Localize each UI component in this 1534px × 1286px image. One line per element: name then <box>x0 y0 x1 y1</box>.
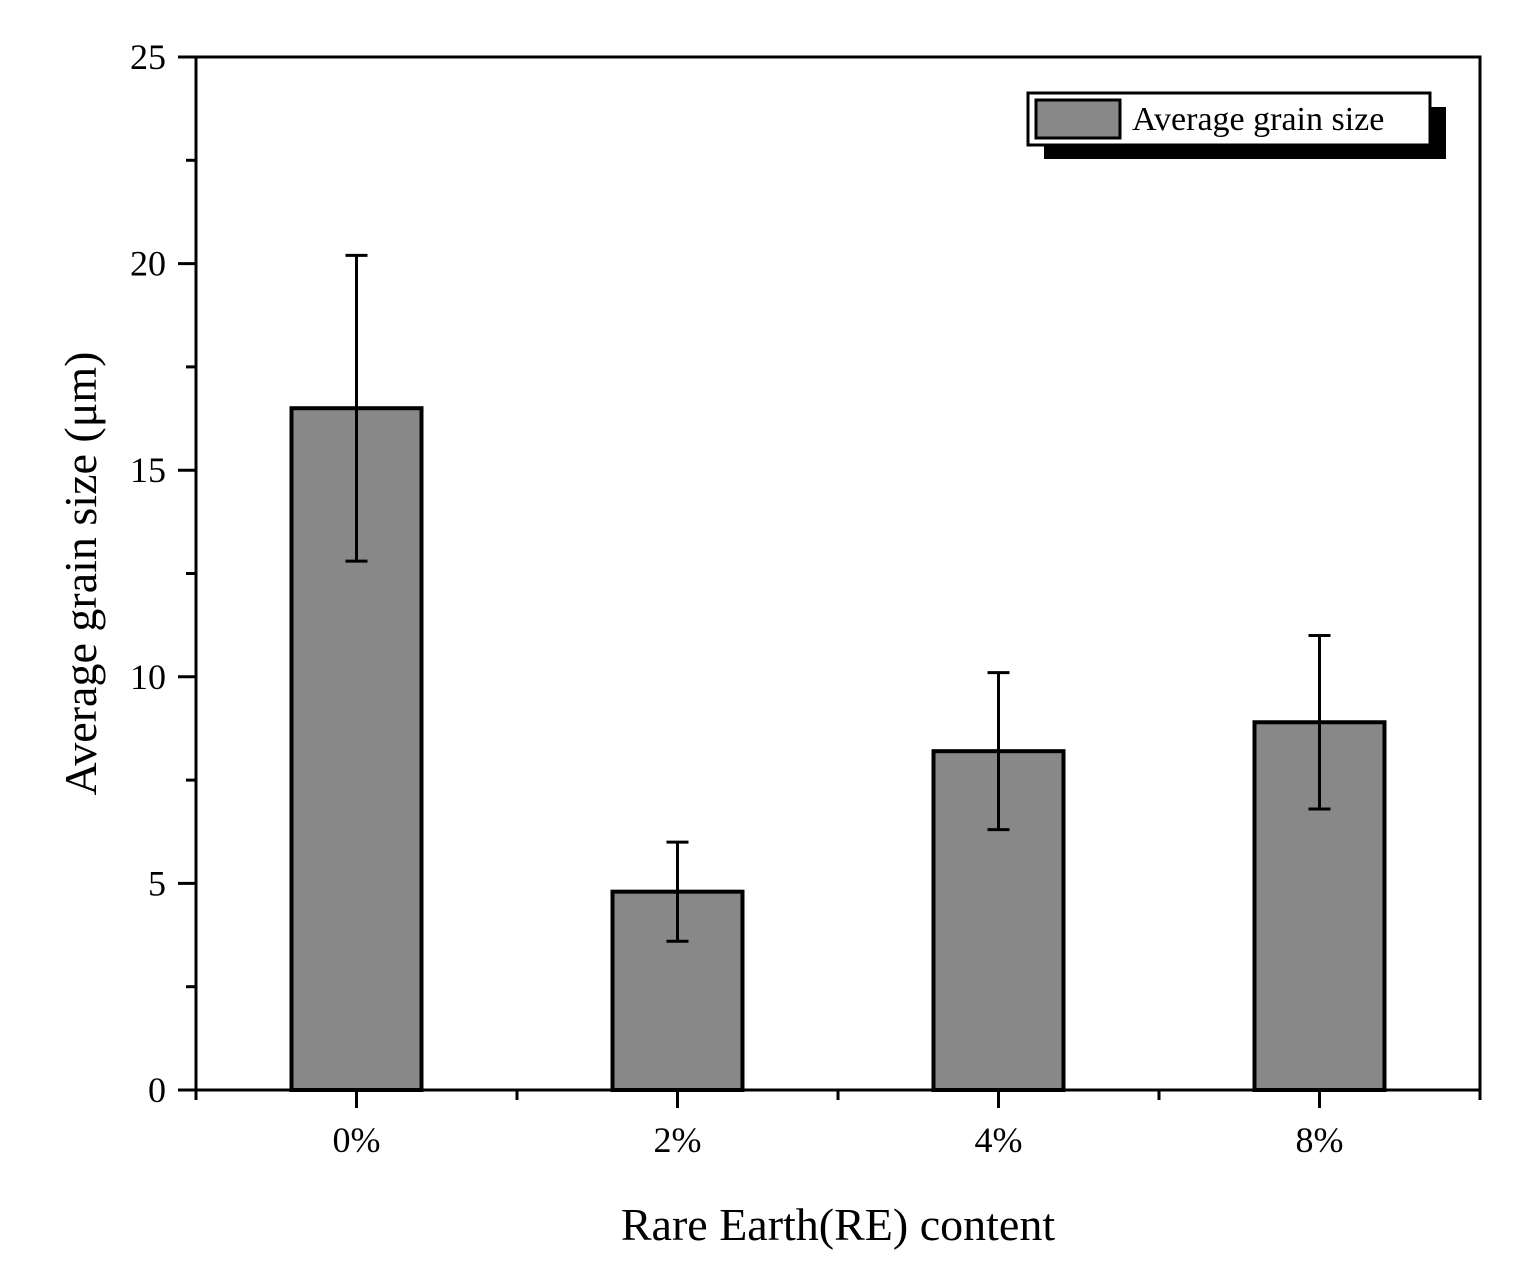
x-tick-label-0%: 0% <box>333 1120 381 1160</box>
y-tick-label: 15 <box>130 450 166 490</box>
y-tick-label: 20 <box>130 244 166 284</box>
y-tick-label: 0 <box>148 1070 166 1110</box>
y-tick-label: 5 <box>148 863 166 903</box>
x-tick-label-4%: 4% <box>975 1120 1023 1160</box>
y-tick-label: 10 <box>130 657 166 697</box>
y-axis-title: Average grain size (μm) <box>55 352 106 796</box>
x-tick-label-2%: 2% <box>654 1120 702 1160</box>
legend: Average grain size <box>1026 91 1446 159</box>
x-axis-title: Rare Earth(RE) content <box>621 1199 1055 1250</box>
ticks-layer: 0 5 10 15 20 25 0% 2% 4% 8% <box>130 37 1482 1160</box>
bar-8% <box>1252 720 1387 1092</box>
error-bars-layer <box>345 253 1331 943</box>
y-tick-label: 25 <box>130 37 166 77</box>
legend-label: Average grain size <box>1132 101 1384 138</box>
x-tick-label-8%: 8% <box>1296 1120 1344 1160</box>
bars-layer <box>289 406 1387 1093</box>
legend-swatch <box>1034 98 1122 140</box>
